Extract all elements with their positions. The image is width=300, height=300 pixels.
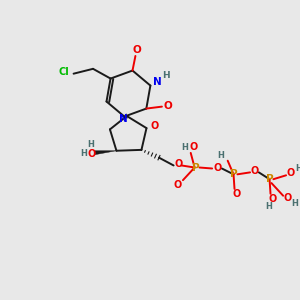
Text: O: O	[174, 180, 182, 190]
Text: N: N	[119, 115, 128, 124]
Text: Cl: Cl	[58, 67, 69, 77]
Text: H: H	[80, 149, 87, 158]
Text: O: O	[133, 45, 142, 55]
Text: O: O	[214, 163, 222, 172]
Text: N: N	[153, 77, 162, 87]
Text: H: H	[265, 202, 272, 211]
Text: P: P	[230, 169, 237, 179]
Text: H: H	[295, 164, 300, 173]
Text: O: O	[174, 160, 183, 170]
Text: H: H	[291, 199, 298, 208]
Text: H: H	[162, 71, 170, 80]
Text: O: O	[287, 168, 295, 178]
Polygon shape	[95, 151, 116, 154]
Text: H: H	[218, 151, 224, 160]
Text: O: O	[87, 149, 95, 159]
Polygon shape	[124, 114, 127, 118]
Text: H: H	[87, 140, 94, 149]
Text: O: O	[251, 167, 259, 176]
Text: O: O	[150, 121, 158, 131]
Text: P: P	[192, 163, 200, 172]
Text: O: O	[232, 189, 241, 199]
Text: O: O	[190, 142, 198, 152]
Text: O: O	[164, 101, 172, 111]
Text: H: H	[182, 142, 188, 152]
Text: O: O	[284, 193, 292, 203]
Text: O: O	[268, 194, 277, 204]
Text: P: P	[266, 174, 273, 184]
